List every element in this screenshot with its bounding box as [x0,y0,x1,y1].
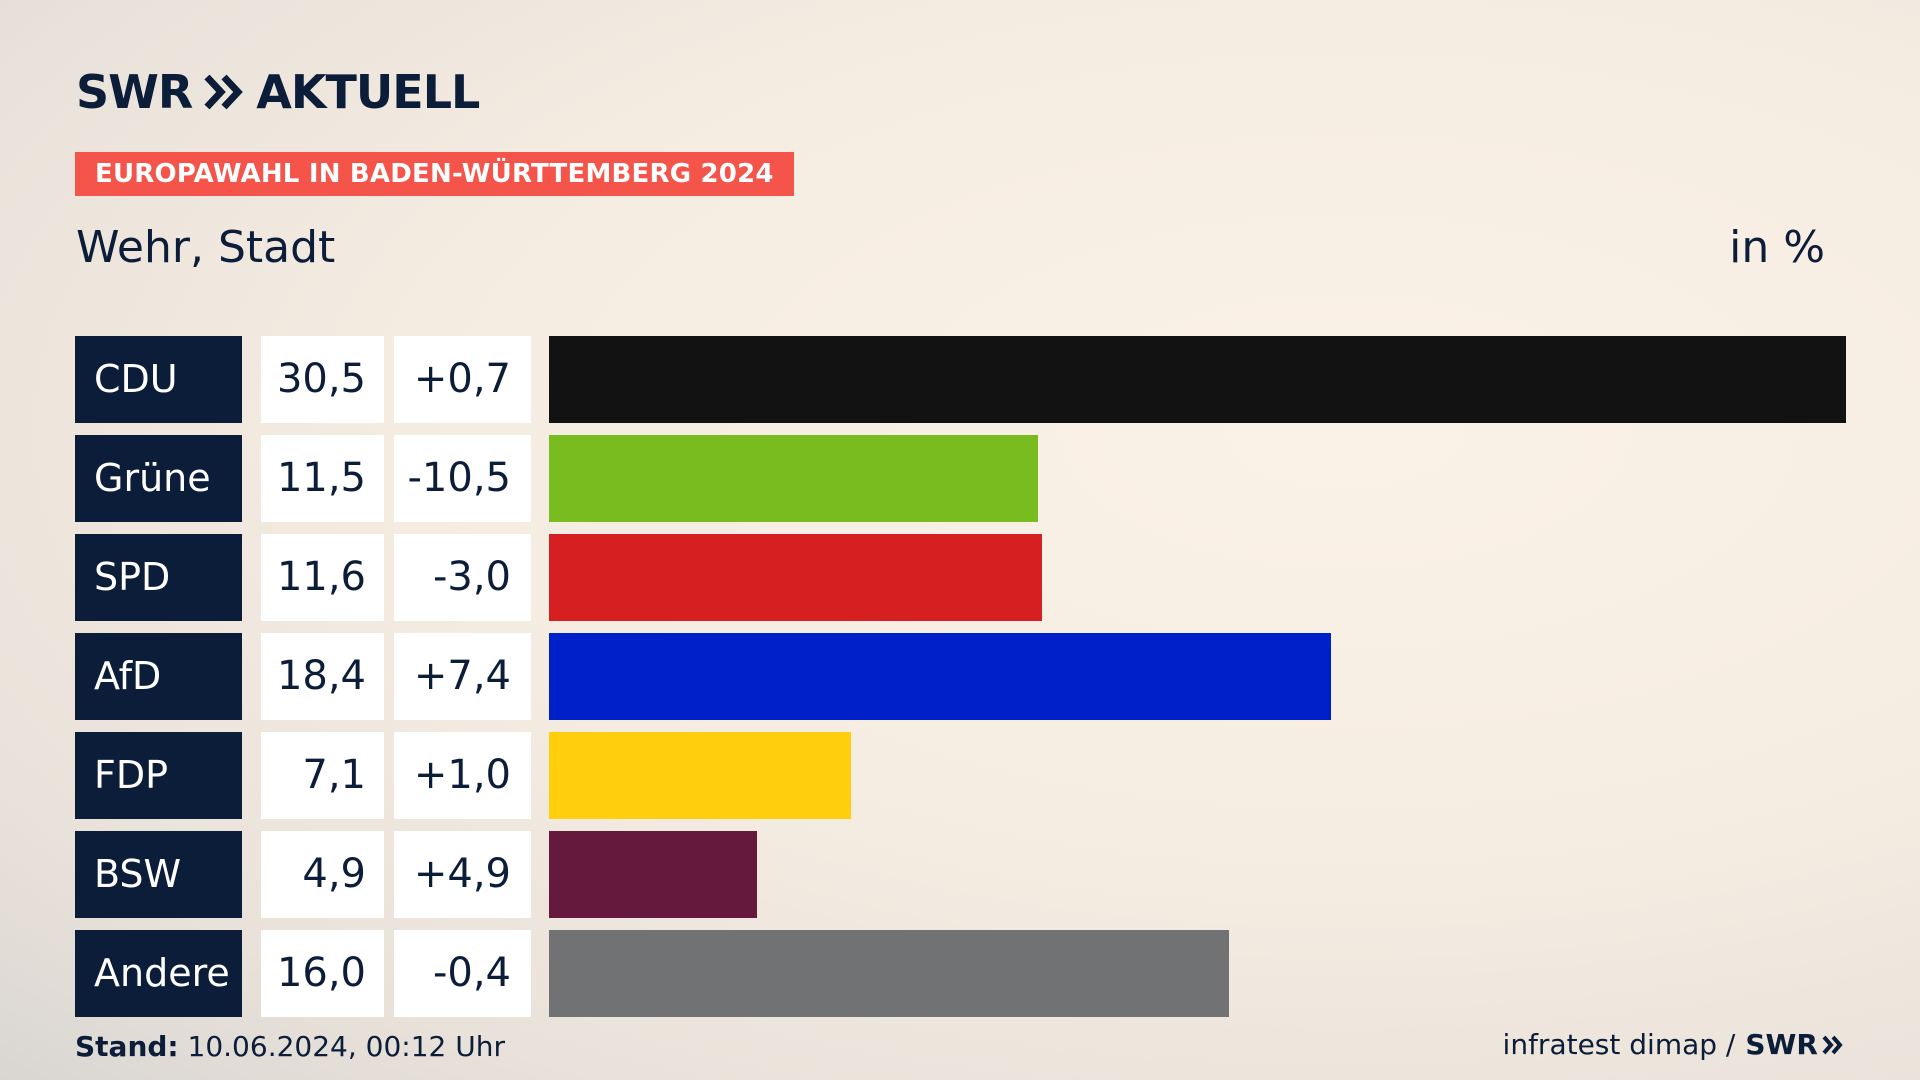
swr-footer-logo: SWR [1745,1028,1844,1061]
stand-label: Stand: [75,1030,179,1063]
diff-label: -3,0 [394,534,531,621]
value-label: 16,0 [261,930,384,1017]
value-label: 7,1 [261,732,384,819]
bar-bsw [549,831,757,918]
bar-fdp [549,732,851,819]
bar-spd [549,534,1042,621]
brand-swr: SWR [76,65,193,119]
place-title: Wehr, Stadt [76,222,336,273]
bar-afd [549,633,1331,720]
value-label: 11,5 [261,435,384,522]
party-label: Grüne [75,435,242,522]
value-label: 18,4 [261,633,384,720]
chart-row: CDU 30,5 +0,7 [75,336,1846,423]
value-label: 4,9 [261,831,384,918]
footer-stand: Stand: 10.06.2024, 00:12 Uhr [75,1030,505,1063]
diff-label: +0,7 [394,336,531,423]
diff-label: +4,9 [394,831,531,918]
election-tag: EUROPAWAHL IN BADEN-WÜRTTEMBERG 2024 [75,152,794,196]
unit-label: in % [1729,222,1825,273]
chart-row: Grüne 11,5 -10,5 [75,435,1846,522]
party-label: CDU [75,336,242,423]
swr-footer-brand: SWR [1745,1028,1818,1061]
party-label: BSW [75,831,242,918]
chevrons-small-icon [1822,1035,1843,1054]
chevrons-icon [204,74,244,110]
party-label: Andere [75,930,242,1017]
source-text: infratest dimap / [1502,1028,1736,1061]
footer-source: infratest dimap / SWR [1503,1028,1844,1061]
party-label: FDP [75,732,242,819]
brand-aktuell: AKTUELL [256,65,480,119]
chart-row: AfD 18,4 +7,4 [75,633,1846,720]
chart-row: FDP 7,1 +1,0 [75,732,1846,819]
chart-row: BSW 4,9 +4,9 [75,831,1846,918]
bar-andere [549,930,1229,1017]
diff-label: +1,0 [394,732,531,819]
chart-row: Andere 16,0 -0,4 [75,930,1846,1017]
diff-label: -0,4 [394,930,531,1017]
bar-gr-ne [549,435,1038,522]
party-label: SPD [75,534,242,621]
stand-value: 10.06.2024, 00:12 Uhr [187,1030,505,1063]
party-label: AfD [75,633,242,720]
value-label: 11,6 [261,534,384,621]
chart-row: SPD 11,6 -3,0 [75,534,1846,621]
diff-label: -10,5 [394,435,531,522]
diff-label: +7,4 [394,633,531,720]
value-label: 30,5 [261,336,384,423]
swr-aktuell-logo: SWR AKTUELL [76,65,480,119]
bar-cdu [549,336,1846,423]
